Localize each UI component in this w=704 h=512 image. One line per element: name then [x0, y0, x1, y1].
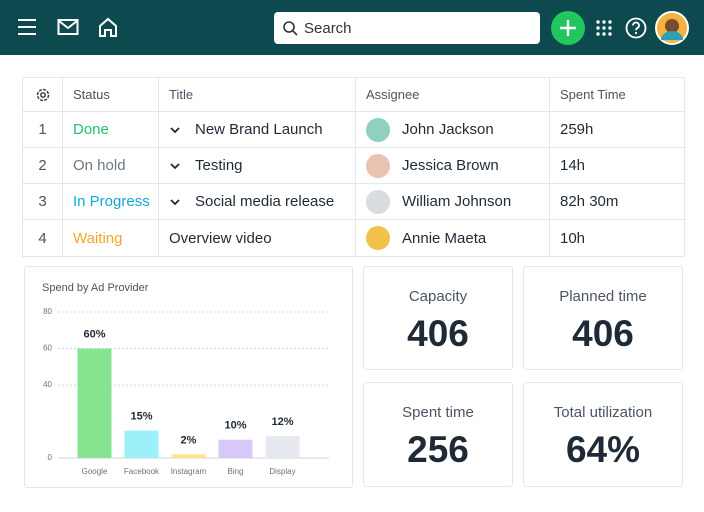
- search-placeholder: Search: [304, 20, 352, 37]
- assignee-cell: Jessica Brown: [356, 148, 550, 184]
- title-cell: Overview video: [159, 220, 356, 256]
- help-button[interactable]: [625, 17, 647, 39]
- data-label: 12%: [271, 416, 293, 428]
- x-tick-label: Display: [269, 467, 295, 476]
- y-tick-label: 40: [43, 380, 52, 389]
- bar: [77, 348, 112, 458]
- y-tick-label: 80: [43, 307, 52, 316]
- task-title: Testing: [195, 157, 243, 174]
- column-header: Status: [63, 78, 159, 112]
- column-header: Assignee: [356, 78, 550, 112]
- search-box[interactable]: Search: [274, 12, 540, 44]
- expand-toggle[interactable]: [169, 160, 181, 172]
- stat-card: Spent time 256: [363, 382, 513, 487]
- title-cell: Testing: [159, 148, 356, 184]
- task-title: New Brand Launch: [195, 121, 323, 138]
- status: On hold: [63, 148, 159, 184]
- title-cell: New Brand Launch: [159, 112, 356, 148]
- assignee-cell: Annie Maeta: [356, 220, 550, 256]
- x-tick-label: Google: [82, 467, 108, 476]
- chart-title: Spend by Ad Provider: [42, 282, 149, 294]
- settings-cell: [23, 78, 63, 112]
- home-button[interactable]: [97, 16, 119, 38]
- assignee-name: William Johnson: [402, 193, 512, 210]
- stat-label: Spent time: [402, 404, 474, 421]
- y-tick-label: 0: [48, 453, 53, 462]
- status: In Progress: [63, 184, 159, 220]
- header: Search: [0, 0, 704, 55]
- add-button[interactable]: [551, 11, 585, 45]
- x-tick-label: Bing: [227, 467, 243, 476]
- expand-toggle[interactable]: [169, 124, 181, 136]
- search-icon: [283, 21, 298, 36]
- assignee-name: Jessica Brown: [402, 157, 499, 174]
- spent-time: 14h: [550, 148, 684, 184]
- stat-label: Planned time: [559, 288, 647, 305]
- chevron: [170, 162, 180, 169]
- chevron: [170, 198, 180, 205]
- data-label: 15%: [130, 411, 152, 423]
- stat-label: Capacity: [408, 288, 468, 305]
- chart-card: Spend by Ad Provider 0 40 60 80 60% Google 15%…: [24, 266, 353, 488]
- x-tick-label: Instagram: [171, 467, 207, 476]
- menu-button[interactable]: [16, 17, 38, 37]
- assignee-avatar: [366, 153, 390, 178]
- assignee-cell: William Johnson: [356, 184, 550, 220]
- stat-value: 64%: [565, 429, 641, 470]
- title-cell: Social media release: [159, 184, 356, 220]
- bar: [265, 436, 300, 458]
- assignee-avatar: [366, 117, 390, 142]
- settings-button[interactable]: [35, 87, 51, 103]
- task-table: Status Title Assignee Spent Time 1 Done Ne…: [22, 77, 685, 257]
- bar: [124, 430, 159, 458]
- apps-button[interactable]: [595, 19, 613, 37]
- row-number: 3: [23, 184, 63, 220]
- chevron: [170, 126, 180, 133]
- stat-card: Planned time 406: [523, 266, 683, 370]
- spent-time: 10h: [560, 229, 586, 247]
- stat-value: 406: [572, 313, 634, 354]
- row-number: 1: [23, 112, 63, 148]
- stat-card: Capacity 406: [363, 266, 513, 370]
- stat-value: 256: [407, 429, 469, 470]
- assignee-name: Annie Maeta: [402, 229, 487, 247]
- stat-label: Total utilization: [553, 404, 653, 421]
- status: Done: [63, 112, 159, 148]
- stat-card: Total utilization 64%: [523, 382, 683, 487]
- chart: Spend by Ad Provider 0 40 60 80 60% Google 15%…: [42, 282, 329, 476]
- column-header: Title: [159, 78, 356, 112]
- column-header: Spent Time: [550, 78, 684, 112]
- assignee-name: John Jackson: [402, 121, 494, 138]
- assignee-avatar: [366, 226, 390, 250]
- row-number: 2: [23, 148, 63, 184]
- bar: [218, 439, 253, 458]
- spent-time: 259h: [550, 112, 684, 148]
- stat-value: 406: [407, 313, 469, 354]
- user-avatar[interactable]: [655, 11, 689, 45]
- expand-toggle[interactable]: [169, 196, 181, 208]
- assignee-cell: John Jackson: [356, 112, 550, 148]
- spent-time: 82h 30m: [550, 184, 684, 220]
- assignee-avatar: [366, 189, 390, 214]
- task-title: Overview video: [169, 229, 272, 247]
- data-label: 60%: [83, 328, 105, 340]
- bar: [171, 454, 206, 458]
- status: Waiting: [63, 220, 159, 256]
- y-tick-label: 60: [43, 344, 52, 353]
- data-label: 10%: [224, 420, 246, 432]
- task-title: Social media release: [195, 193, 335, 210]
- mail-button[interactable]: [57, 18, 79, 36]
- data-label: 2%: [181, 434, 197, 446]
- row-number: 4: [23, 220, 63, 256]
- x-tick-label: Facebook: [124, 467, 160, 476]
